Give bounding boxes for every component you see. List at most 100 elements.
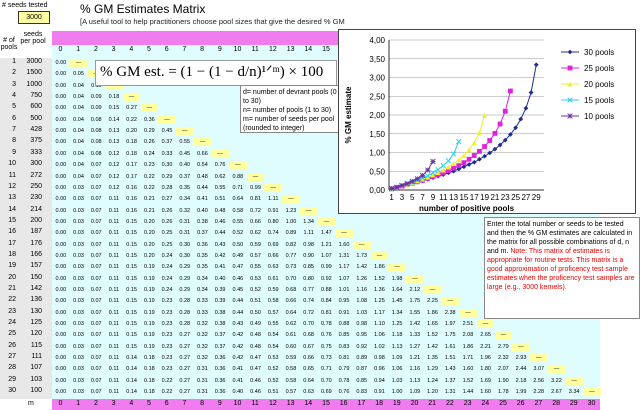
matrix-cell: 0.22 — [143, 173, 155, 180]
row-pools: 17 — [8, 239, 16, 247]
matrix-cell: 0.29 — [179, 264, 191, 271]
matrix-cell: 0.43 — [214, 241, 226, 248]
matrix-cell: 0.37 — [197, 230, 208, 237]
matrix-cell: 0.46 — [250, 377, 261, 384]
matrix-cell: 0.00 — [55, 207, 67, 214]
column-footer: 3 — [111, 400, 116, 407]
matrix-cell: 0.31 — [197, 389, 208, 396]
matrix-cell: 1.03 — [356, 309, 368, 316]
y-tick-label: 0,50 — [369, 167, 385, 176]
matrix-cell: 0.15 — [126, 343, 137, 350]
data-point — [440, 162, 447, 169]
matrix-cell: 0.11 — [108, 252, 120, 259]
matrix-cell: 0.51 — [250, 298, 261, 305]
matrix-cell: 0.62 — [250, 230, 261, 237]
matrix-cell: 0.35 — [197, 264, 208, 271]
matrix-cell: 0.23 — [161, 366, 173, 373]
matrix-cell: 0.04 — [73, 139, 84, 146]
row-pools: 14 — [8, 205, 16, 213]
matrix-cell: 1.60 — [338, 241, 350, 248]
matrix-cell: 0.03 — [73, 355, 84, 362]
matrix-cell: 0.07 — [90, 332, 102, 339]
matrix-cell: 0.91 — [338, 309, 350, 316]
column-footer: 13 — [286, 400, 295, 407]
data-point — [425, 174, 431, 180]
matrix-cell: — — [565, 376, 583, 385]
matrix-cell: 0.27 — [179, 377, 191, 384]
note-red: Note: This matrix of estimates is approp… — [487, 248, 635, 291]
matrix-cell: 0.42 — [232, 332, 244, 339]
legend-n: n= number of pools (1 to 30) — [243, 107, 332, 114]
matrix-cell: 0.25 — [161, 241, 173, 248]
matrix-cell: 0.85 — [303, 264, 314, 271]
matrix-cell: 0.51 — [214, 196, 226, 203]
row-seeds: 1000 — [26, 80, 42, 88]
seeds-tested-input[interactable]: 3000 — [18, 11, 50, 24]
matrix-cell: 0.27 — [179, 343, 191, 350]
matrix-cell: 0.13 — [108, 139, 120, 146]
matrix-cell: 0.18 — [143, 389, 155, 396]
matrix-cell: 0.42 — [214, 252, 226, 259]
matrix-cell: 0.03 — [73, 218, 84, 225]
x-tick-label: 27 — [521, 193, 530, 202]
matrix-cell: 1.90 — [497, 377, 509, 384]
matrix-cell: 0.36 — [214, 389, 226, 396]
matrix-cell: 0.85 — [338, 332, 350, 339]
data-point — [477, 130, 482, 136]
matrix-cell: 1.96 — [480, 355, 491, 362]
legend-label: 30 pools — [584, 48, 614, 57]
row-seeds: 176 — [30, 239, 42, 247]
matrix-cell: 0.57 — [285, 389, 297, 396]
matrix-cell: 1.31 — [338, 252, 350, 259]
matrix-cell: 0.71 — [320, 366, 332, 373]
column-footer: 6 — [164, 400, 169, 407]
matrix-cell: 1.18 — [391, 332, 403, 339]
matrix-cell: — — [229, 161, 247, 170]
matrix-cell: 0.03 — [73, 298, 84, 305]
matrix-cell: 0.20 — [143, 218, 155, 225]
matrix-cell: 0.00 — [55, 116, 67, 123]
matrix-cell: 1.35 — [427, 355, 438, 362]
formula: % GM est. = (1 − (1 − d/n)¹ᐟᵐ) × 100 — [100, 64, 324, 80]
data-point — [497, 121, 503, 127]
matrix-cell: 1.09 — [409, 389, 421, 396]
matrix-cell: 0.03 — [73, 264, 84, 271]
matrix-cell: 0.23 — [161, 343, 173, 350]
matrix-cell: 0.45 — [179, 150, 191, 157]
matrix-cell: 0.80 — [303, 275, 314, 282]
matrix-cell: 1.02 — [374, 343, 385, 350]
x-tick-label: 9 — [431, 193, 436, 202]
data-point — [492, 130, 498, 136]
matrix-cell: 0.12 — [108, 173, 120, 180]
matrix-cell: 0.37 — [179, 173, 191, 180]
matrix-cell: 0.21 — [143, 196, 155, 203]
matrix-cell: 0.15 — [108, 105, 120, 112]
data-point — [446, 164, 451, 170]
matrix-cell: 0.32 — [197, 332, 208, 339]
matrix-cell: 0.59 — [285, 355, 297, 362]
column-footer: 28 — [552, 400, 560, 407]
x-tick-label: 25 — [511, 193, 520, 202]
row-seeds: 130 — [30, 307, 42, 315]
matrix-cell: 1.13 — [391, 343, 403, 350]
matrix-cell: 0.63 — [303, 389, 314, 396]
row-pools: 4 — [12, 92, 16, 100]
matrix-cell: 1.60 — [462, 366, 474, 373]
matrix-cell: — — [175, 127, 194, 136]
matrix-cell: 0.00 — [55, 173, 67, 180]
matrix-cell: 0.45 — [161, 128, 173, 135]
column-header: 7 — [182, 46, 187, 53]
matrix-cell: 0.92 — [356, 343, 368, 350]
matrix-cell: 0.55 — [214, 184, 226, 191]
column-header: 14 — [304, 46, 313, 53]
data-point — [567, 97, 573, 103]
matrix-cell: 1.24 — [427, 377, 438, 384]
matrix-cell: 1.08 — [356, 298, 368, 305]
matrix-cell: 0.47 — [250, 355, 261, 362]
matrix-cell: 0.57 — [267, 309, 279, 316]
matrix-cell: 0.83 — [338, 343, 350, 350]
row-seeds: 375 — [30, 137, 42, 145]
row-seeds: 166 — [30, 250, 42, 258]
row-pools: 12 — [8, 182, 16, 190]
matrix-cell: 0.19 — [143, 343, 155, 350]
